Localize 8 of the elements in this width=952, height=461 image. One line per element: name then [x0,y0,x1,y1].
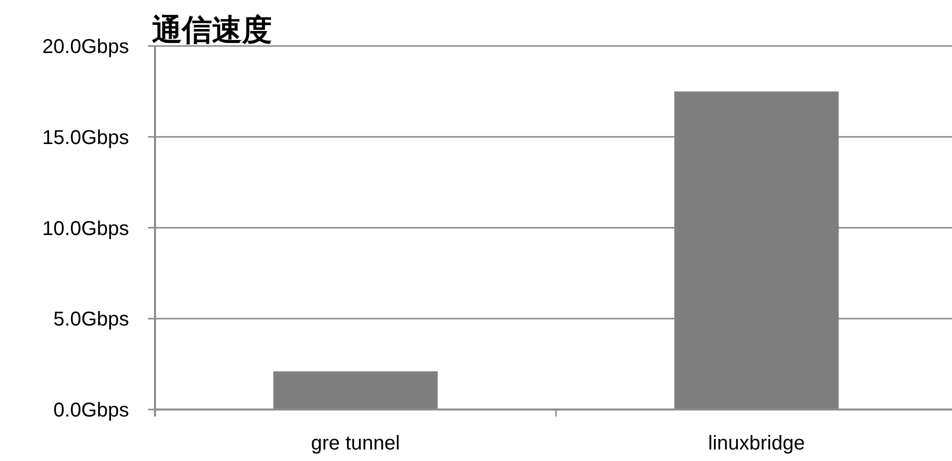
y-tick-label: 0.0Gbps [53,400,129,422]
y-tick-label: 20.0Gbps [42,36,129,58]
x-tick-label: linuxbridge [708,432,805,454]
chart-title: 通信速度 [152,13,272,47]
y-tick-label: 5.0Gbps [53,308,129,331]
y-tick-label: 10.0Gbps [42,218,129,240]
y-tick-label: 15.0Gbps [42,126,129,149]
x-tick-label: gre tunnel [311,432,400,454]
